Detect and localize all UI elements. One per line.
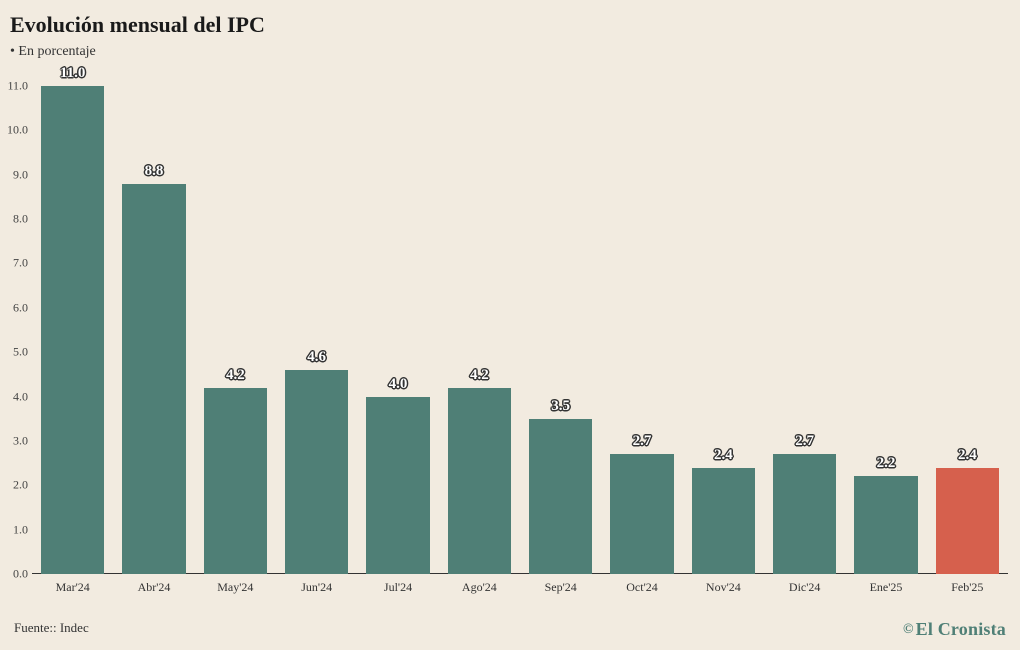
x-tick-label: Ene'25 [870,580,903,595]
bar [448,388,511,574]
bar [773,454,836,574]
bar-value-label: 4.6 [285,349,348,366]
bar-value-label: 4.2 [204,367,267,384]
x-tick-label: Jul'24 [384,580,412,595]
y-tick-label: 9.0 [2,167,28,182]
x-tick-label: Ago'24 [462,580,497,595]
bar-value-label: 2.7 [610,433,673,450]
y-tick-label: 2.0 [2,478,28,493]
bar-value-label: 2.7 [773,433,836,450]
y-tick-label: 10.0 [2,123,28,138]
y-tick-label: 6.0 [2,300,28,315]
y-tick-label: 3.0 [2,433,28,448]
bar [936,468,999,574]
bar [41,86,104,574]
y-tick-label: 4.0 [2,389,28,404]
bar [285,370,348,574]
y-tick-label: 8.0 [2,212,28,227]
chart-subtitle: En porcentaje [10,44,96,60]
brand-logo: ©El Cronista [903,619,1006,640]
x-tick-label: Feb'25 [951,580,983,595]
y-tick-label: 11.0 [2,79,28,94]
plot-area: 0.01.02.03.04.05.06.07.08.09.010.011.011… [32,86,1008,574]
bar-value-label: 2.4 [692,447,755,464]
x-tick-label: Nov'24 [706,580,741,595]
y-tick-label: 7.0 [2,256,28,271]
bar [366,397,429,574]
y-tick-label: 5.0 [2,345,28,360]
bar-value-label: 11.0 [41,65,104,82]
bar [692,468,755,574]
x-tick-label: Dic'24 [789,580,821,595]
bar-value-label: 8.8 [122,163,185,180]
y-tick-label: 1.0 [2,522,28,537]
x-tick-label: Sep'24 [545,580,577,595]
bar [122,184,185,574]
x-tick-label: Abr'24 [138,580,171,595]
bar [529,419,592,574]
bar [204,388,267,574]
x-tick-label: Mar'24 [56,580,90,595]
bar [610,454,673,574]
bar-value-label: 2.4 [936,447,999,464]
bar-value-label: 3.5 [529,398,592,415]
source-label: Fuente:: Indec [14,620,89,636]
brand-text: El Cronista [916,619,1006,639]
bar-value-label: 4.2 [448,367,511,384]
x-tick-label: Jun'24 [301,580,332,595]
chart-title: Evolución mensual del IPC [10,12,265,38]
x-tick-label: May'24 [217,580,253,595]
bar-value-label: 4.0 [366,376,429,393]
chart-area: 0.01.02.03.04.05.06.07.08.09.010.011.011… [32,86,1008,574]
bar [854,476,917,574]
x-tick-label: Oct'24 [626,580,658,595]
y-tick-label: 0.0 [2,567,28,582]
bar-value-label: 2.2 [854,455,917,472]
